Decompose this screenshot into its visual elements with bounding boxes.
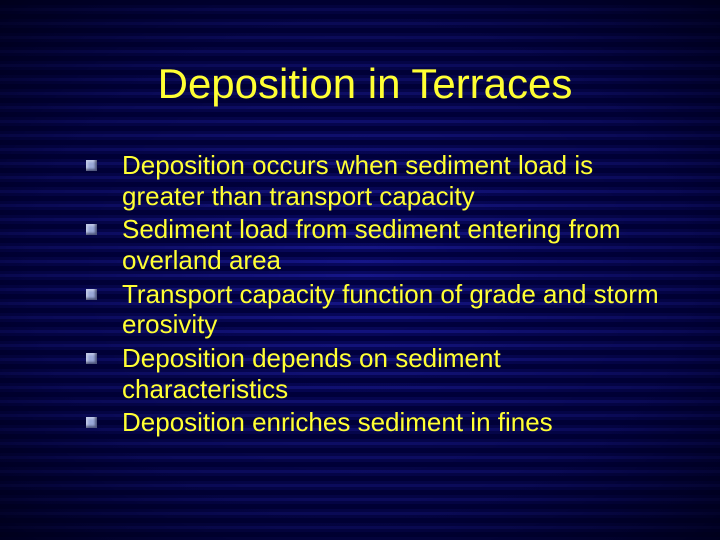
list-item: Sediment load from sediment entering fro…	[82, 214, 660, 275]
bullet-list: Deposition occurs when sediment load is …	[70, 150, 660, 438]
list-item: Deposition occurs when sediment load is …	[82, 150, 660, 211]
list-item: Deposition enriches sediment in fines	[82, 407, 660, 438]
list-item: Transport capacity function of grade and…	[82, 279, 660, 340]
slide-title: Deposition in Terraces	[70, 60, 660, 108]
slide-content: Deposition in Terraces Deposition occurs…	[0, 0, 720, 481]
list-item: Deposition depends on sediment character…	[82, 343, 660, 404]
slide: Deposition in Terraces Deposition occurs…	[0, 0, 720, 540]
